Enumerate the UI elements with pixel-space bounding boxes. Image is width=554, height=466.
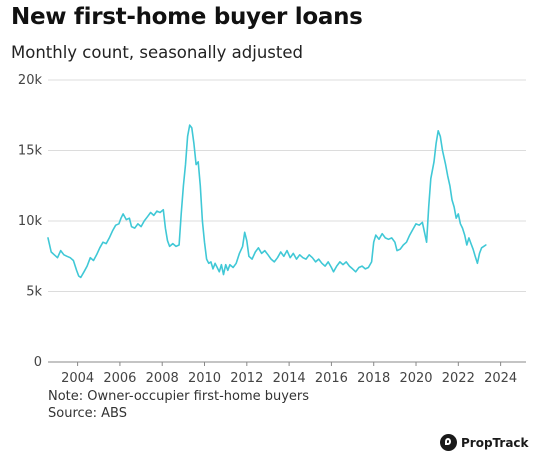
chart-title: New first-home buyer loans bbox=[11, 4, 363, 30]
y-axis-ticks: 0 5k 10k 15k 20k bbox=[18, 73, 43, 370]
x-tick-label: 2024 bbox=[484, 371, 517, 386]
grid-lines bbox=[48, 79, 526, 363]
x-axis-ticks: 2004 2006 2008 2010 2012 2014 2016 2018 2020 2022… bbox=[61, 362, 517, 386]
y-tick-label: 15k bbox=[18, 144, 43, 159]
y-tick-label: 5k bbox=[26, 285, 42, 300]
x-tick-label: 2020 bbox=[399, 371, 432, 386]
source-text: Source: ABS bbox=[48, 406, 127, 421]
y-tick-label: 20k bbox=[18, 73, 43, 88]
chart-footer: Note: Owner-occupier first-home buyers S… bbox=[48, 388, 309, 422]
x-tick-label: 2022 bbox=[442, 371, 475, 386]
note-text: Note: Owner-occupier first-home buyers bbox=[48, 389, 310, 404]
x-tick-label: 2006 bbox=[103, 371, 136, 386]
x-tick-label: 2012 bbox=[230, 371, 263, 386]
series-line bbox=[47, 124, 487, 279]
brand-name: PropTrack bbox=[461, 435, 529, 450]
brand-logo: PropTrack bbox=[440, 434, 529, 451]
x-tick-label: 2016 bbox=[315, 371, 348, 386]
x-tick-label: 2004 bbox=[61, 371, 94, 386]
chart-subtitle: Monthly count, seasonally adjusted bbox=[11, 43, 303, 62]
y-tick-label: 0 bbox=[34, 355, 42, 370]
x-tick-label: 2010 bbox=[188, 371, 221, 386]
y-tick-label: 10k bbox=[18, 214, 43, 229]
x-tick-label: 2018 bbox=[357, 371, 390, 386]
series-layer bbox=[47, 124, 487, 279]
location-pin-icon bbox=[440, 434, 457, 451]
x-tick-label: 2014 bbox=[273, 371, 306, 386]
x-tick-label: 2008 bbox=[146, 371, 179, 386]
